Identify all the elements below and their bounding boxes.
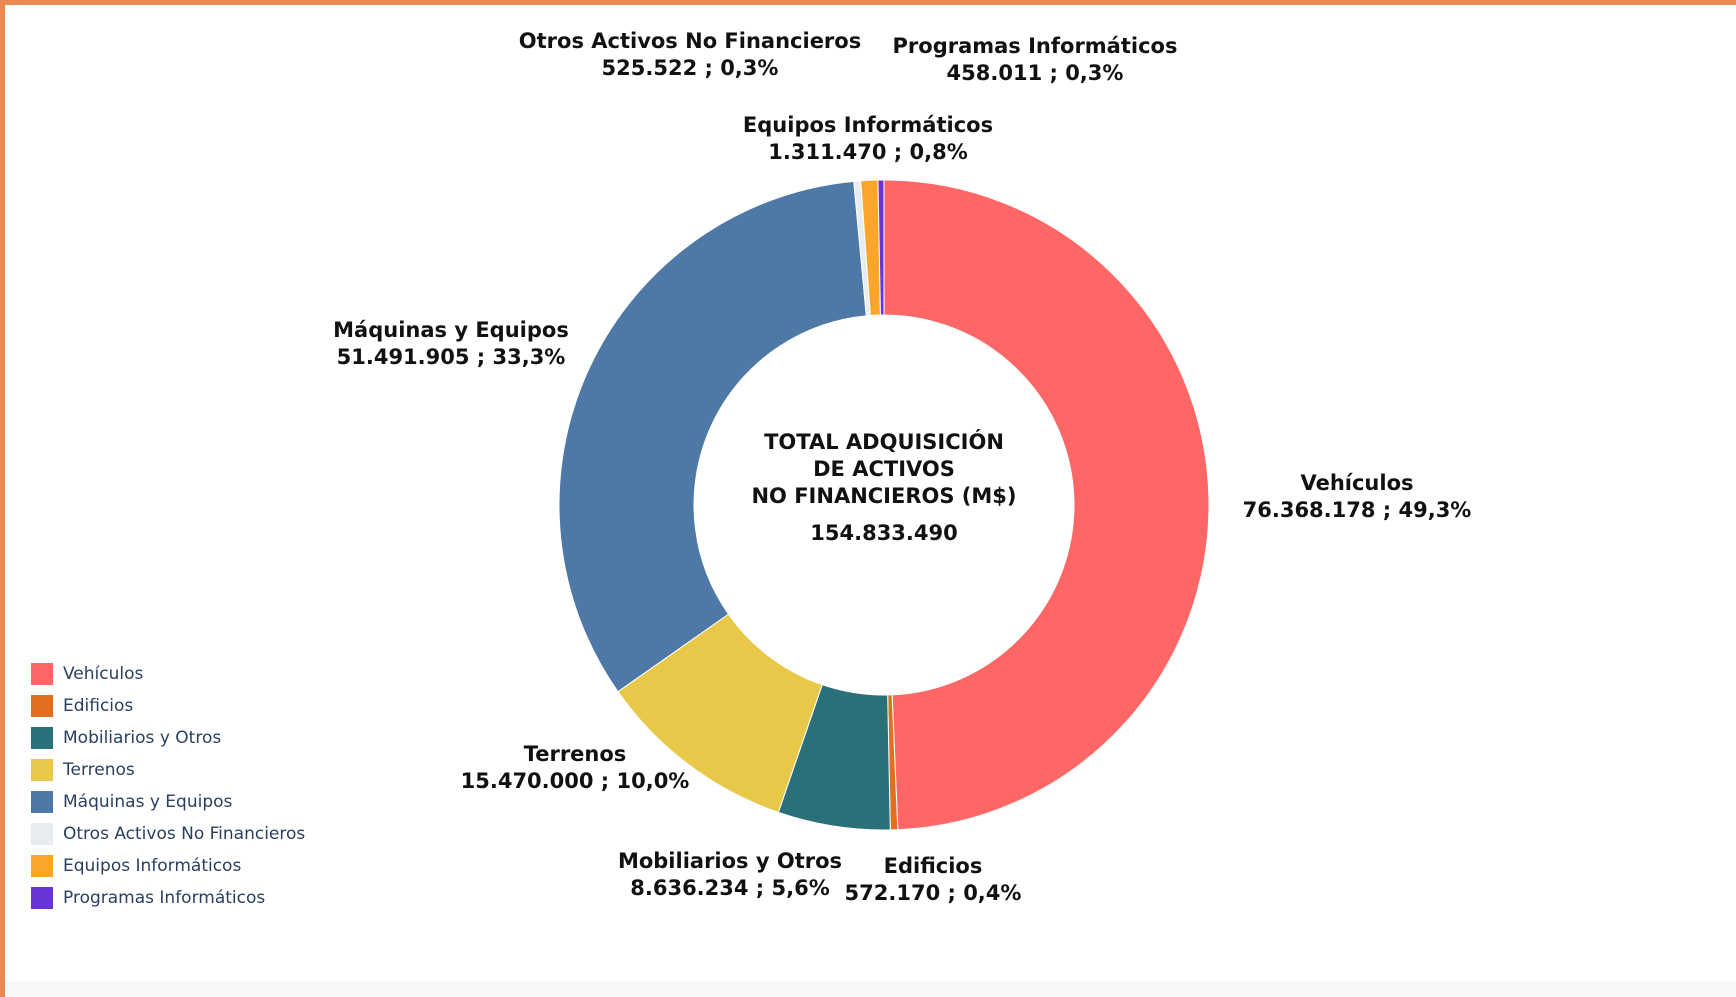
slice-label-value: 572.170 ; 0,4% [845, 881, 1022, 905]
center-total-value: 154.833.490 [810, 521, 957, 545]
slice-label-name: Otros Activos No Financieros [519, 29, 861, 53]
center-title-line: DE ACTIVOS [813, 457, 955, 481]
slice-label-value: 15.470.000 ; 10,0% [461, 769, 690, 793]
legend-item-mobiliarios-y-otros[interactable]: Mobiliarios y Otros [31, 722, 305, 754]
legend-label: Equipos Informáticos [63, 856, 242, 876]
center-title-line: TOTAL ADQUISICIÓN [764, 429, 1004, 454]
slice-label-value: 525.522 ; 0,3% [602, 56, 779, 80]
legend-item-maquinas-y-equipos[interactable]: Máquinas y Equipos [31, 786, 305, 818]
slice-label-name: Máquinas y Equipos [333, 318, 569, 342]
slice-label-otros-activos-no-financieros: Otros Activos No Financieros 525.522 ; 0,… [519, 29, 861, 80]
legend-label: Vehículos [63, 664, 144, 684]
slice-label-name: Equipos Informáticos [743, 113, 993, 137]
legend-swatch [31, 791, 53, 813]
slice-label-value: 76.368.178 ; 49,3% [1243, 498, 1472, 522]
legend-label: Terrenos [63, 760, 135, 780]
slice-label-name: Vehículos [1300, 471, 1413, 495]
slice-programas-informaticos[interactable] [877, 179, 885, 316]
slice-label-mobiliarios-y-otros: Mobiliarios y Otros 8.636.234 ; 5,6% [618, 849, 842, 900]
center-title-line: NO FINANCIEROS (M$) [751, 484, 1016, 508]
slice-label-edificios: Edificios 572.170 ; 0,4% [845, 854, 1022, 905]
legend-label: Programas Informáticos [63, 888, 266, 908]
slice-label-value: 8.636.234 ; 5,6% [630, 876, 830, 900]
center-annotation: TOTAL ADQUISICIÓN DE ACTIVOS NO FINANCIERO… [751, 429, 1016, 545]
legend-item-otros-activos-no-financieros[interactable]: Otros Activos No Financieros [31, 818, 305, 850]
slice-label-name: Terrenos [524, 742, 627, 766]
slice-label-name: Edificios [884, 854, 983, 878]
legend-item-equipos-informaticos[interactable]: Equipos Informáticos [31, 850, 305, 882]
legend-label: Mobiliarios y Otros [63, 728, 222, 748]
slice-label-value: 458.011 ; 0,3% [947, 61, 1124, 85]
slice-label-programas-informaticos: Programas Informáticos 458.011 ; 0,3% [893, 34, 1178, 85]
legend-label: Edificios [63, 696, 134, 716]
slice-labels: Vehículos 76.368.178 ; 49,3% Edificios 572.… [333, 29, 1471, 905]
slice-maquinas-y-equipos[interactable] [558, 180, 867, 693]
legend-label: Otros Activos No Financieros [63, 824, 306, 844]
slice-label-vehiculos: Vehículos 76.368.178 ; 49,3% [1243, 471, 1472, 522]
legend-swatch [31, 855, 53, 877]
slice-label-maquinas-y-equipos: Máquinas y Equipos 51.491.905 ; 33,3% [333, 318, 569, 369]
legend: Vehículos Edificios Mobiliarios y Otros Ter… [31, 658, 305, 914]
slice-label-name: Programas Informáticos [893, 34, 1178, 58]
slice-label-name: Mobiliarios y Otros [618, 849, 842, 873]
slice-label-value: 51.491.905 ; 33,3% [337, 345, 566, 369]
legend-item-vehiculos[interactable]: Vehículos [31, 658, 305, 690]
legend-label: Máquinas y Equipos [63, 792, 233, 812]
legend-swatch [31, 759, 53, 781]
slice-label-equipos-informaticos: Equipos Informáticos 1.311.470 ; 0,8% [743, 113, 993, 164]
legend-swatch [31, 727, 53, 749]
legend-swatch [31, 887, 53, 909]
legend-swatch [31, 695, 53, 717]
legend-swatch [31, 823, 53, 845]
legend-item-programas-informaticos[interactable]: Programas Informáticos [31, 882, 305, 914]
legend-item-terrenos[interactable]: Terrenos [31, 754, 305, 786]
slice-label-terrenos: Terrenos 15.470.000 ; 10,0% [461, 742, 690, 793]
donut-slices [558, 179, 1210, 831]
slice-vehiculos[interactable] [883, 179, 1210, 831]
slice-label-value: 1.311.470 ; 0,8% [768, 140, 968, 164]
legend-swatch [31, 663, 53, 685]
legend-item-edificios[interactable]: Edificios [31, 690, 305, 722]
